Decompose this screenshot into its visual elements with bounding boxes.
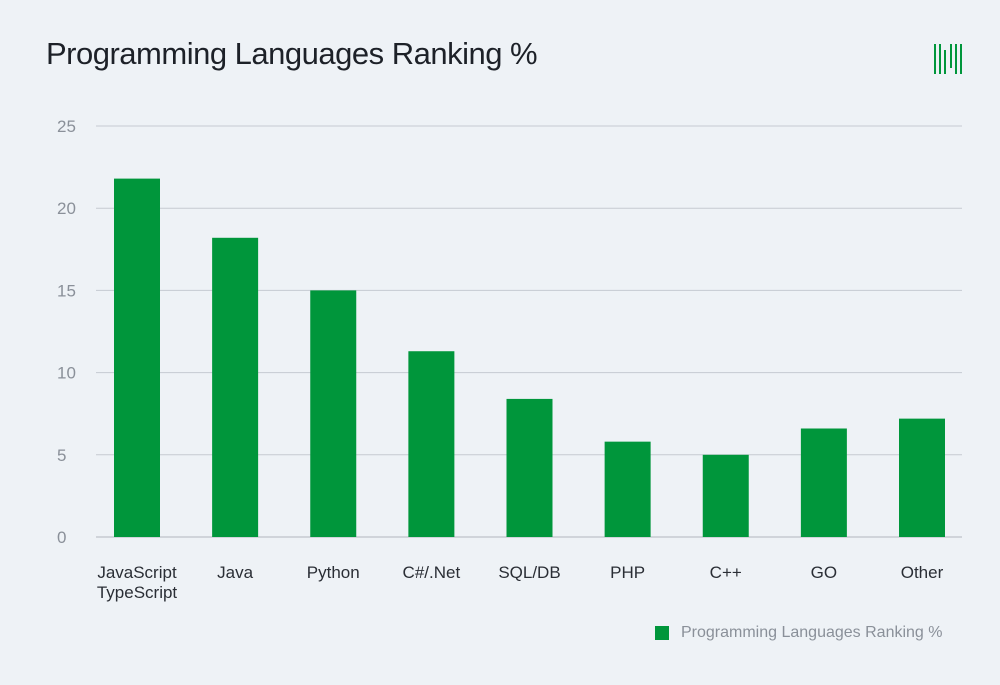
x-tick-label: Python [307, 563, 360, 582]
x-tick-label: TypeScript [97, 583, 178, 602]
y-tick-label: 10 [57, 364, 76, 383]
legend-swatch [655, 626, 669, 640]
bar [604, 441, 651, 537]
chart-title: Programming Languages Ranking % [46, 36, 538, 71]
bar [114, 178, 160, 537]
y-tick-label: 15 [57, 281, 76, 300]
bar [899, 418, 945, 537]
y-tick-label: 25 [57, 117, 76, 136]
x-tick-label: GO [811, 563, 837, 582]
bar [702, 454, 749, 537]
x-tick-label: C#/.Net [403, 563, 461, 582]
legend: Programming Languages Ranking % [655, 624, 942, 642]
x-tick-label: Other [901, 563, 944, 582]
x-tick-label: Java [217, 563, 253, 582]
bar [310, 290, 357, 537]
x-tick-label: SQL/DB [498, 563, 560, 582]
bar [212, 237, 259, 538]
x-tick-label: PHP [610, 563, 645, 582]
x-tick-label: JavaScript [97, 563, 177, 582]
x-tick-label: C++ [710, 563, 742, 582]
y-tick-label: 20 [57, 199, 76, 218]
bar [506, 398, 553, 537]
y-tick-label: 0 [57, 528, 66, 547]
bar [800, 428, 847, 537]
n-logo-icon [934, 44, 962, 74]
bar [408, 351, 455, 537]
y-tick-label: 5 [57, 446, 66, 465]
legend-label: Programming Languages Ranking % [681, 624, 943, 641]
